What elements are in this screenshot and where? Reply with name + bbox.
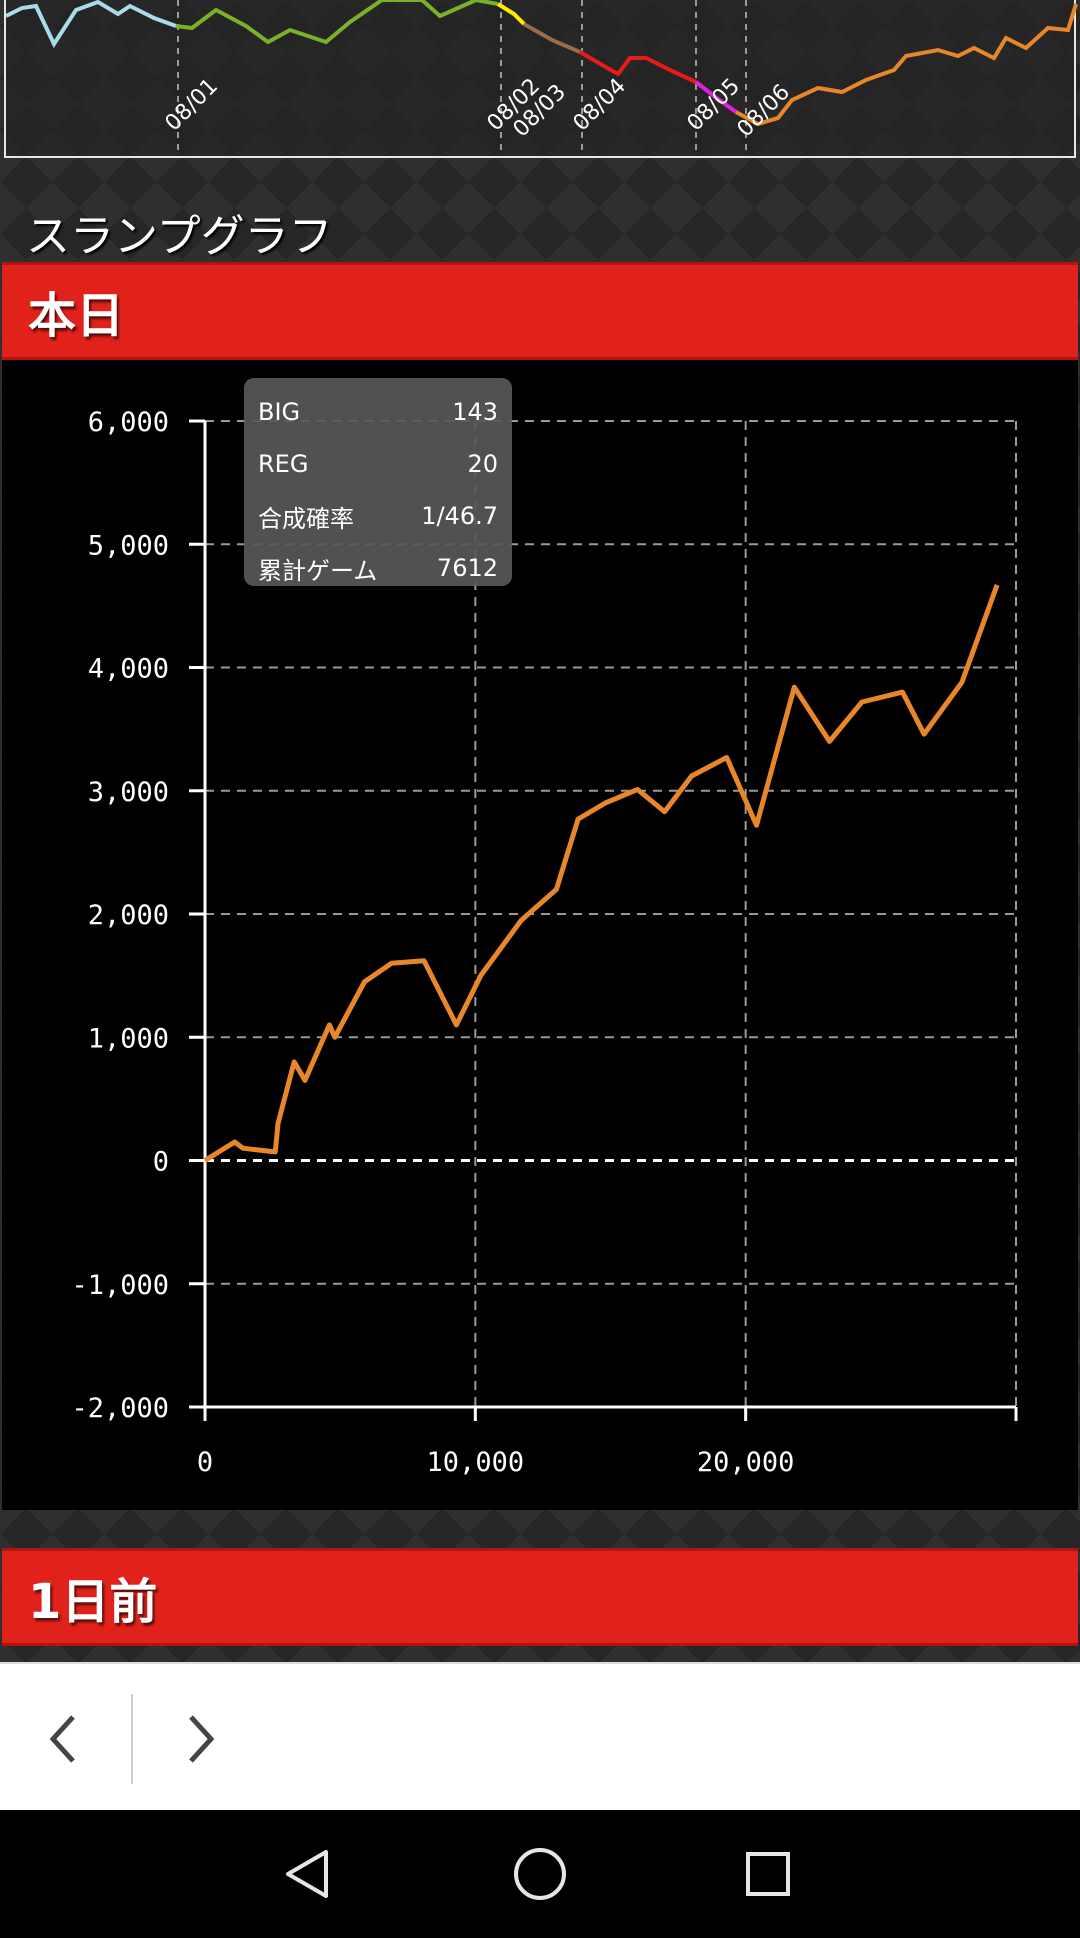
today-header-label: 本日 <box>28 288 125 344</box>
mini-series-0801 <box>175 0 499 45</box>
browser-nav-bar <box>0 1662 1080 1810</box>
slump-chart-panel: 6,000 5,000 4,000 3,000 2,000 1,000 0 -1,000 -2,… <box>2 360 1078 1510</box>
chevron-right-icon <box>189 1715 215 1763</box>
stats-tooltip: BIG 143 REG 20 合成確率 1/46.7 累計ゲーム 7612 <box>244 378 512 586</box>
history-mini-graph-svg: 08/01 08/02 08/03 08/04 08/05 08/06 <box>6 0 1078 156</box>
system-back-button[interactable] <box>272 1838 344 1910</box>
tooltip-label: BIG <box>258 398 301 426</box>
x-tick-label: 10,000 <box>427 1447 525 1478</box>
x-tick-label: 20,000 <box>697 1447 795 1478</box>
one-day-ago-header-label: 1日前 <box>28 1574 158 1630</box>
y-tick-label: 2,000 <box>88 900 169 931</box>
tooltip-value: 1/46.7 <box>421 502 498 530</box>
mini-series-0803 <box>523 22 581 54</box>
series-line <box>203 584 1000 1163</box>
mini-series-prev <box>6 0 177 49</box>
y-tick-label: -2,000 <box>71 1393 169 1424</box>
nav-divider <box>131 1694 133 1784</box>
mini-series-0805 <box>694 80 738 114</box>
tooltip-label: 合成確率 <box>258 504 354 533</box>
slump-chart[interactable]: 6,000 5,000 4,000 3,000 2,000 1,000 0 -1,000 -2,… <box>2 360 1078 1510</box>
forward-button[interactable] <box>166 1704 236 1774</box>
system-recents-button[interactable] <box>732 1838 804 1910</box>
section-title: スランプグラフ <box>26 211 333 262</box>
triangle-back-icon <box>286 1850 328 1898</box>
one-day-ago-header[interactable]: 1日前 <box>2 1548 1078 1646</box>
system-nav-bar <box>0 1810 1080 1938</box>
x-tick-label: 0 <box>197 1447 213 1478</box>
square-recents-icon <box>746 1852 790 1896</box>
y-tick-label: 3,000 <box>88 777 169 808</box>
tooltip-row-big: BIG 143 <box>258 386 498 438</box>
tooltip-label: 累計ゲーム <box>258 556 378 585</box>
mini-date-label: 08/01 <box>161 74 224 137</box>
back-button[interactable] <box>28 1704 98 1774</box>
tooltip-value: 7612 <box>436 554 498 582</box>
x-axis-ticks: 0 10,000 20,000 <box>197 1407 1018 1478</box>
mini-series-0802 <box>496 2 526 26</box>
tooltip-value: 20 <box>467 450 498 478</box>
mini-series-0804 <box>578 50 697 84</box>
chart-series <box>203 584 1000 1163</box>
circle-home-icon <box>514 1848 566 1900</box>
mini-series-0806 <box>735 3 1078 127</box>
today-header[interactable]: 本日 <box>2 262 1078 360</box>
mini-graph-gridlines <box>177 0 747 156</box>
y-tick-label: 1,000 <box>88 1023 169 1054</box>
y-tick-label: 4,000 <box>88 654 169 685</box>
tooltip-label: REG <box>258 450 309 478</box>
y-tick-label: 0 <box>153 1147 169 1178</box>
history-mini-graph[interactable]: 08/01 08/02 08/03 08/04 08/05 08/06 <box>4 0 1078 158</box>
tooltip-row-reg: REG 20 <box>258 438 498 490</box>
y-tick-label: 5,000 <box>88 530 169 561</box>
tooltip-value: 143 <box>452 398 498 426</box>
chevron-left-icon <box>49 1715 75 1763</box>
y-tick-label: 6,000 <box>88 407 169 438</box>
tooltip-row-total-games: 累計ゲーム 7612 <box>258 542 498 594</box>
system-home-button[interactable] <box>504 1838 576 1910</box>
y-tick-label: -1,000 <box>71 1270 169 1301</box>
mini-date-label: 08/04 <box>569 74 632 137</box>
y-axis-ticks: 6,000 5,000 4,000 3,000 2,000 1,000 0 -1,000 -2,… <box>71 407 205 1424</box>
tooltip-row-combined-prob: 合成確率 1/46.7 <box>258 490 498 542</box>
